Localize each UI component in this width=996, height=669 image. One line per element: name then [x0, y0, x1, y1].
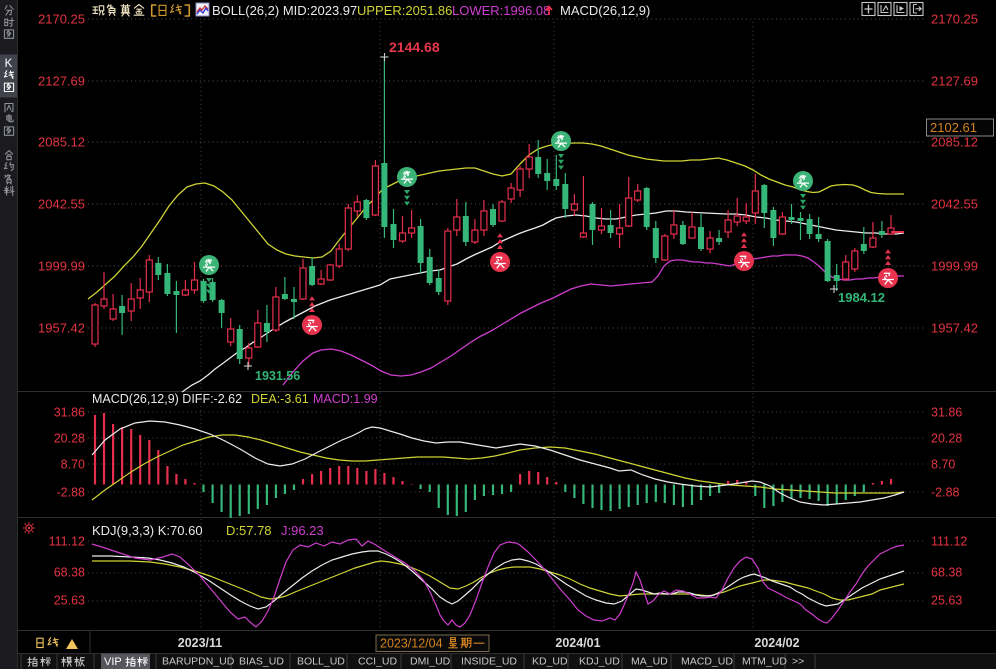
svg-text:2085.12: 2085.12 — [38, 135, 85, 150]
svg-text:J:96.23: J:96.23 — [281, 523, 324, 538]
svg-text:2042.55: 2042.55 — [38, 197, 85, 212]
svg-text:2102.61: 2102.61 — [930, 120, 977, 135]
svg-text:2042.55: 2042.55 — [931, 197, 978, 212]
svg-text:1957.42: 1957.42 — [931, 321, 978, 336]
svg-text:-2.88: -2.88 — [931, 486, 960, 500]
svg-text:2024/02: 2024/02 — [754, 636, 799, 650]
svg-text:2024/01: 2024/01 — [555, 636, 600, 650]
svg-text:8.70: 8.70 — [931, 458, 955, 472]
svg-text:25.63: 25.63 — [931, 594, 962, 608]
svg-text:DEA:-3.61: DEA:-3.61 — [251, 392, 309, 406]
svg-text:-2.88: -2.88 — [57, 486, 86, 500]
svg-text:VIP: VIP — [104, 656, 122, 668]
svg-text:2023/12/04: 2023/12/04 — [380, 637, 443, 651]
svg-text:MA_UD: MA_UD — [631, 656, 668, 668]
svg-text:1931.56: 1931.56 — [255, 369, 300, 383]
svg-text:2127.69: 2127.69 — [38, 74, 85, 89]
svg-text:2085.12: 2085.12 — [931, 135, 978, 150]
svg-text:1984.12: 1984.12 — [838, 290, 885, 305]
svg-text:MACD(26,12,9): MACD(26,12,9) — [560, 3, 650, 18]
svg-text:25.63: 25.63 — [54, 594, 85, 608]
svg-text:2023/11: 2023/11 — [178, 636, 223, 650]
svg-text:1999.99: 1999.99 — [931, 259, 978, 274]
svg-text:KDJ_UD: KDJ_UD — [579, 656, 620, 668]
svg-text:1957.42: 1957.42 — [38, 321, 85, 336]
svg-text:BOLL(26,2) MID:2023.97: BOLL(26,2) MID:2023.97 — [212, 3, 357, 18]
svg-text:CCI_UD: CCI_UD — [358, 656, 398, 668]
svg-text:2144.68: 2144.68 — [389, 39, 440, 55]
svg-text:1999.99: 1999.99 — [38, 259, 85, 274]
svg-text:MACD:1.99: MACD:1.99 — [313, 392, 378, 406]
svg-text:2170.25: 2170.25 — [38, 12, 85, 27]
svg-text:20.28: 20.28 — [54, 432, 85, 446]
svg-text:LOWER:1996.08: LOWER:1996.08 — [452, 3, 550, 18]
svg-text:K: K — [5, 58, 13, 70]
svg-text:BIAS_UD: BIAS_UD — [239, 656, 284, 668]
svg-text:MACD(26,12,9) DIFF:-2.62: MACD(26,12,9) DIFF:-2.62 — [92, 392, 242, 406]
svg-text:68.38: 68.38 — [931, 566, 962, 580]
svg-text:31.86: 31.86 — [931, 406, 962, 420]
svg-text:>>: >> — [792, 656, 804, 668]
svg-text:MTM_UD: MTM_UD — [742, 656, 787, 668]
svg-text:D:57.78: D:57.78 — [226, 523, 272, 538]
svg-text:UPPER:2051.86: UPPER:2051.86 — [357, 3, 452, 18]
svg-text:DMI_UD: DMI_UD — [410, 656, 451, 668]
svg-text:KD_UD: KD_UD — [532, 656, 568, 668]
svg-text:2127.69: 2127.69 — [931, 74, 978, 89]
svg-text:INSIDE_UD: INSIDE_UD — [461, 656, 517, 668]
svg-text:20.28: 20.28 — [931, 432, 962, 446]
svg-text:68.38: 68.38 — [54, 566, 85, 580]
svg-text:8.70: 8.70 — [61, 458, 85, 472]
svg-text:KDJ(9,3,3) K:70.60: KDJ(9,3,3) K:70.60 — [92, 523, 203, 538]
svg-text:111.12: 111.12 — [931, 535, 967, 549]
svg-text:111.12: 111.12 — [49, 535, 85, 549]
svg-text:MACD_UD: MACD_UD — [681, 656, 733, 668]
svg-text:2170.25: 2170.25 — [931, 12, 978, 27]
svg-text:31.86: 31.86 — [54, 406, 85, 420]
svg-text:BOLL_UD: BOLL_UD — [297, 656, 345, 668]
svg-text:BARUPDN_UD: BARUPDN_UD — [162, 656, 235, 668]
